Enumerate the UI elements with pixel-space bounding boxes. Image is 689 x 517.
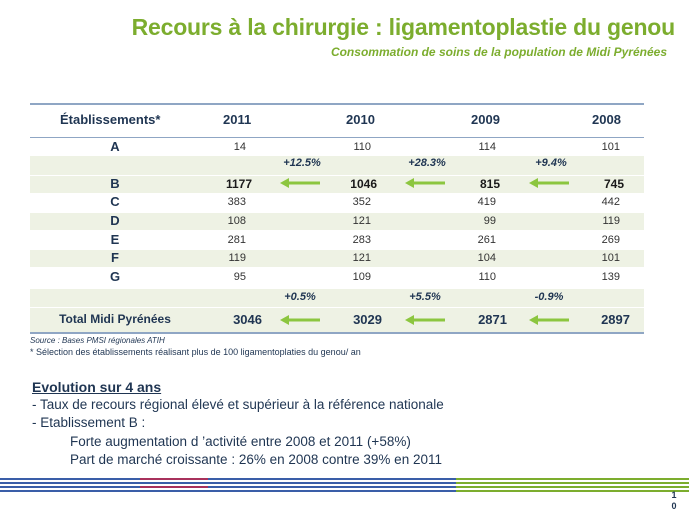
- cell-b-2010: 1046: [350, 177, 377, 191]
- change-b-2010-2011: +12.5%: [283, 157, 321, 169]
- cell-e-2008: 269: [601, 234, 620, 246]
- change-b-2008-2009: +9.4%: [535, 157, 567, 169]
- cell-d-2010: 121: [352, 215, 371, 227]
- arrow-left-icon: [280, 315, 320, 325]
- cell-f-2009: 104: [477, 252, 496, 264]
- cell-e-2009: 261: [477, 234, 496, 246]
- header-year-2010: 2010: [346, 112, 375, 127]
- page-number-digit-2: 0: [671, 501, 677, 511]
- table-bottom-rule: [30, 332, 644, 334]
- cell-a-2009: 114: [478, 141, 496, 153]
- arrow-left-icon: [529, 315, 569, 325]
- arrow-left-icon: [405, 178, 445, 188]
- cell-d-2008: 119: [602, 215, 620, 227]
- header-year-2009: 2009: [471, 112, 500, 127]
- cell-f-2010: 121: [352, 252, 371, 264]
- cell-d-2009: 99: [483, 215, 496, 227]
- cell-e-2011: 281: [227, 234, 246, 246]
- cell-g-2011: 95: [233, 271, 246, 283]
- row-label-b: B: [110, 176, 120, 191]
- cell-e-2010: 283: [352, 234, 371, 246]
- cell-b-2009: 815: [479, 177, 500, 191]
- cell-b-2008: 745: [603, 177, 624, 191]
- cell-total-2010: 3029: [353, 312, 382, 327]
- change-b-2009-2010: +28.3%: [408, 157, 446, 169]
- row-label-f: F: [111, 250, 119, 265]
- change-total-2009-2010: +5.5%: [409, 291, 441, 303]
- table-top-rule: [30, 103, 644, 105]
- cell-g-2008: 139: [601, 271, 620, 283]
- arrow-left-icon: [280, 178, 320, 188]
- cell-a-2010: 110: [353, 141, 371, 153]
- cell-a-2011: 14: [233, 141, 246, 153]
- cell-g-2009: 110: [478, 271, 496, 283]
- header-year-2011: 2011: [223, 112, 252, 127]
- cell-total-2009: 2871: [478, 312, 507, 327]
- evolution-line-2: - Etablissement B :: [32, 415, 146, 430]
- page-subtitle: Consommation de soins de la population d…: [330, 45, 667, 59]
- cell-total-2008: 2897: [601, 312, 630, 327]
- page-number: 1 0: [669, 490, 679, 512]
- data-table: Établissements* 2011 2010 2009 2008 A 14…: [30, 103, 644, 334]
- arrow-left-icon: [529, 178, 569, 188]
- row-label-e: E: [110, 232, 120, 247]
- row-label-d: D: [110, 213, 120, 228]
- cell-c-2011: 383: [227, 196, 246, 208]
- footnote: * Sélection des établissements réalisant…: [30, 347, 361, 357]
- source-note: Source : Bases PMSI régionales ATIH: [30, 336, 165, 345]
- row-label-g: G: [109, 269, 121, 284]
- row-band-d: [30, 213, 644, 230]
- arrow-left-icon: [405, 315, 445, 325]
- cell-g-2010: 109: [352, 271, 371, 283]
- cell-c-2009: 419: [477, 196, 496, 208]
- cell-c-2008: 442: [601, 196, 620, 208]
- row-band-f: [30, 250, 644, 267]
- row-label-c: C: [110, 194, 120, 209]
- evolution-line-1: - Taux de recours régional élevé et supé…: [32, 397, 444, 412]
- row-band-pct-total: [30, 289, 644, 307]
- header-year-2008: 2008: [592, 112, 621, 127]
- cell-b-2011: 1177: [225, 177, 252, 191]
- cell-f-2008: 101: [601, 252, 620, 264]
- evolution-line-3: Forte augmentation d ’activité entre 200…: [70, 434, 411, 449]
- evolution-line-4: Part de marché croissante : 26% en 2008 …: [70, 452, 442, 467]
- row-label-total: Total Midi Pyrénées: [59, 312, 171, 326]
- cell-d-2011: 108: [227, 215, 246, 227]
- page-number-digit-1: 1: [671, 490, 677, 500]
- cell-a-2008: 101: [601, 141, 620, 153]
- header-etablissements: Établissements*: [60, 112, 161, 127]
- row-band-pct-b: [30, 156, 644, 175]
- row-label-a: A: [110, 139, 120, 154]
- cell-c-2010: 352: [352, 196, 371, 208]
- evolution-title: Evolution sur 4 ans: [32, 379, 162, 395]
- footer-stripes: [0, 478, 689, 492]
- row-band-b: [30, 176, 644, 193]
- cell-f-2011: 119: [228, 252, 246, 264]
- cell-total-2011: 3046: [233, 312, 262, 327]
- table-header-rule: [30, 137, 644, 138]
- change-total-2008-2009: -0.9%: [534, 291, 564, 303]
- page-title: Recours à la chirurgie : ligamentoplasti…: [131, 14, 676, 40]
- change-total-2010-2011: +0.5%: [284, 291, 316, 303]
